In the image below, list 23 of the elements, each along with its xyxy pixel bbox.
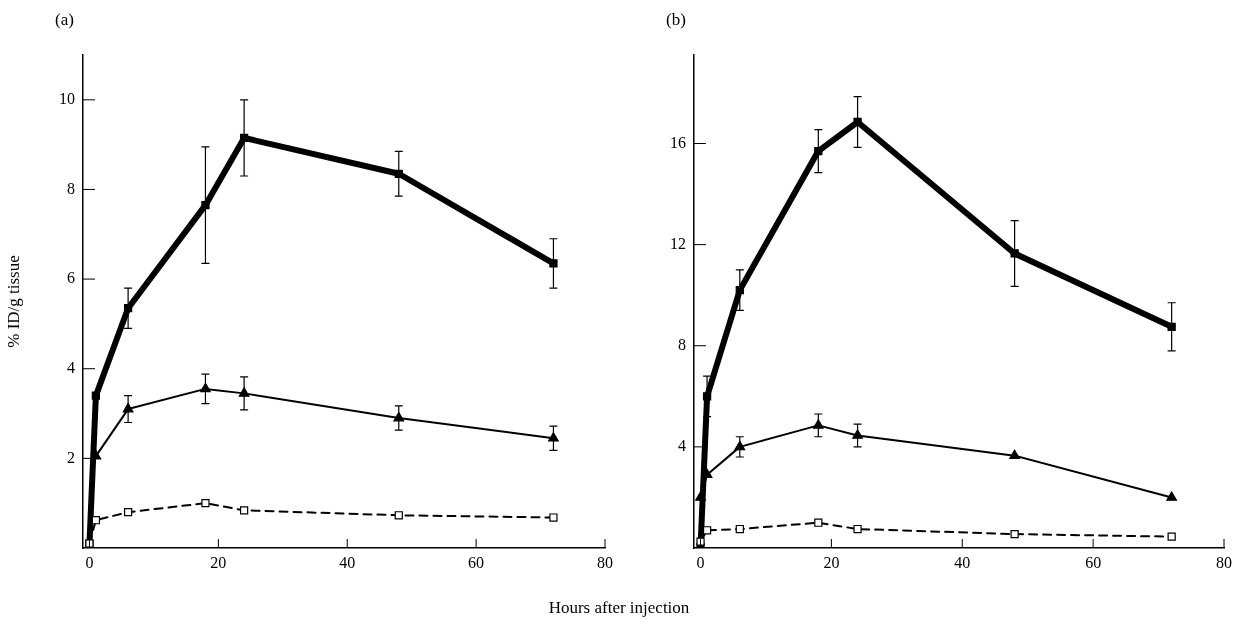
x-tick-label: 80 [597,553,613,571]
x-axis-title: Hours after injection [547,598,691,618]
y-axis-title: % ID/g tissue [3,255,23,348]
x-tick-label: 20 [210,553,227,571]
y-tick-label: 4 [67,358,75,376]
y-tick-label: 12 [670,234,686,252]
x-tick-label: 60 [1085,553,1102,571]
y-tick-label: 2 [67,448,75,466]
y-tick-label: 6 [67,269,75,287]
y-tick-label: 8 [67,179,75,197]
chart-title: (b) [666,9,686,29]
y-tick-label: 10 [59,90,75,108]
y-tick-label: 8 [678,335,686,353]
y-tick-label: 4 [678,437,686,455]
x-tick-label: 0 [85,553,94,571]
x-tick-label: 40 [339,553,356,571]
x-tick-label: 40 [954,553,971,571]
x-tick-label: 20 [823,553,840,571]
x-tick-label: 60 [468,553,485,571]
chart-title: (a) [55,9,74,29]
x-tick-label: 80 [1216,553,1232,571]
y-tick-label: 16 [670,133,686,151]
x-tick-label: 0 [696,553,705,571]
